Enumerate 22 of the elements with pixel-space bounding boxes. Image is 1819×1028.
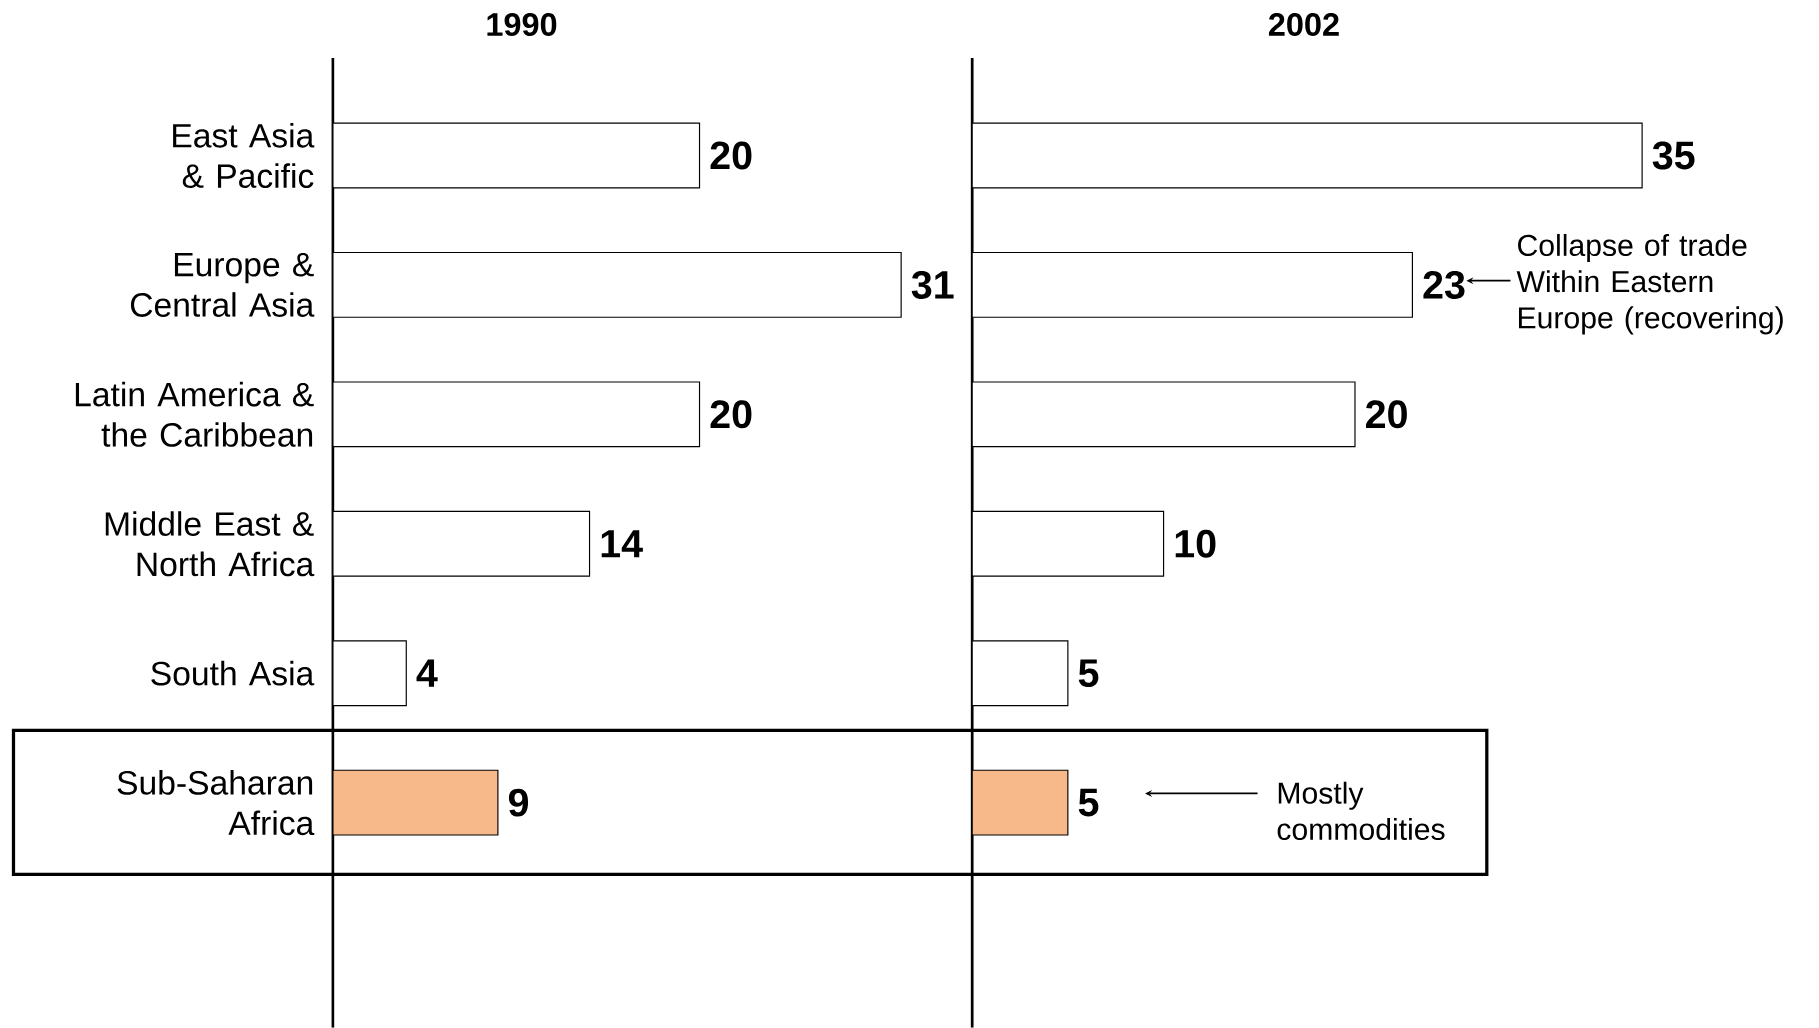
y-tick-label: East Asia & Pacific [173,123,315,189]
y-tick-label: Latin America & the Caribbean [75,381,314,447]
y-tick-label: South Asia [151,660,315,686]
data-label: 5 [1078,788,1099,817]
data-label: 9 [508,788,529,817]
data-label: 20 [710,141,752,170]
data-label: 10 [1175,529,1216,558]
data-label: 20 [1366,400,1407,429]
y-tick-label: Sub-Saharan Africa [117,770,315,836]
data-label: 4 [416,659,438,687]
data-label: 31 [911,270,954,299]
y-tick-label: Middle East & North Africa [105,511,315,577]
annotation: Collapse of trade Within Eastern Europe (recovering) [1516,234,1783,335]
chart-title: 1990 [487,13,557,37]
annotation: Mostly commodities [1277,781,1445,841]
data-label: 5 [1078,659,1099,688]
data-label: 14 [601,530,643,558]
data-label: 23 [1423,270,1465,299]
y-tick-label: Europe & Central Asia [130,252,315,317]
chart-title: 2002 [1268,13,1339,37]
data-label: 20 [710,400,752,429]
data-label: 35 [1652,141,1695,170]
